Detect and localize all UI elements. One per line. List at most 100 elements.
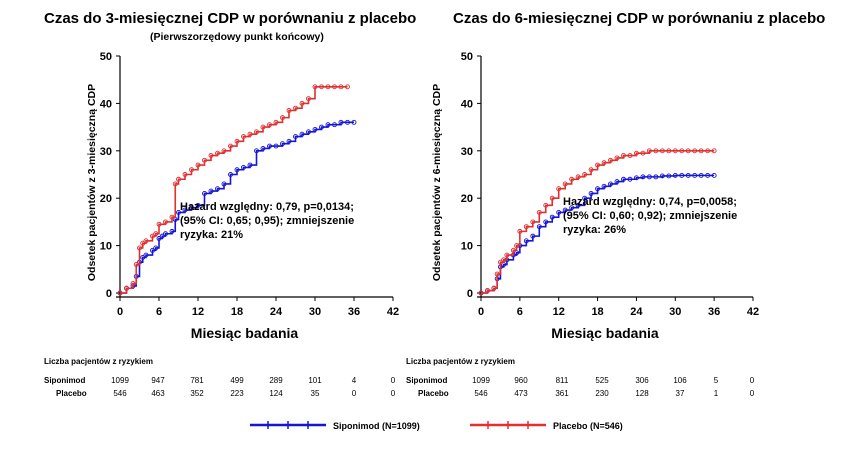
chart2-y-tick-label: 40 — [461, 98, 473, 110]
chart2-x-axis-label: Miesiąc badania — [551, 325, 659, 341]
chart1-series-siponimod-point — [169, 228, 175, 234]
chart1-series-placebo-point — [133, 262, 139, 268]
chart2-series-placebo-point — [491, 285, 497, 291]
chart2-risk-title: Liczba pacjentów z ryzykiem — [406, 357, 515, 366]
chart2-risk-cell: 811 — [555, 376, 569, 385]
chart1-series-placebo-point — [153, 231, 159, 237]
chart1-risk-cell: 4 — [351, 376, 357, 385]
chart2-series-placebo-point — [666, 148, 672, 154]
chart1-x-tick-label: 0 — [117, 306, 123, 318]
chart1-series-siponimod-point — [332, 122, 337, 128]
chart1-series-siponimod-point — [189, 205, 194, 211]
chart1-series-placebo-point — [172, 181, 178, 187]
chart1-risk-cell: 223 — [230, 389, 244, 398]
chart2-x-tick-label: 0 — [478, 306, 484, 318]
chart2-series-placebo-point — [685, 148, 691, 154]
chart2-x-tick-label: 36 — [708, 306, 720, 318]
chart2-y-tick-label: 10 — [461, 241, 473, 253]
chart1-subtitle: (Pierwszorzędowy punkt końcowy) — [150, 31, 324, 43]
chart2-risk-cell: 525 — [595, 376, 609, 385]
chart1-series-placebo-point — [299, 100, 305, 106]
chart1-series-placebo-point — [241, 134, 246, 140]
chart2-series-placebo-point — [614, 155, 620, 161]
chart1-series-placebo-point — [286, 108, 292, 113]
chart2-y-tick-label: 30 — [461, 146, 473, 158]
chart1-risk-cell: 499 — [230, 376, 244, 385]
chart2-series-siponimod-point — [679, 172, 685, 178]
chart2-series-placebo-point — [569, 176, 575, 182]
chart1-y-tick-label: 30 — [100, 146, 112, 158]
chart2-y-tick-label: 50 — [461, 51, 473, 63]
chart1-series-siponimod-point — [221, 181, 227, 187]
chart2-risk-cell: 0 — [749, 389, 755, 398]
chart1-series-placebo-point — [267, 122, 272, 128]
chart1-series-placebo-point — [338, 84, 344, 90]
chart1-y-tick-label: 40 — [100, 98, 112, 110]
chart2-series-siponimod-point — [588, 191, 594, 196]
chart1-series-placebo-point — [150, 233, 155, 239]
chart2-series-siponimod-point — [653, 174, 659, 180]
chart1-series-siponimod-point — [241, 164, 246, 170]
chart2-series-siponimod-point — [666, 173, 672, 179]
chart2-series-placebo-point — [659, 148, 665, 154]
chart2-x-tick-label: 12 — [553, 306, 565, 318]
chart2-risk-cell: 37 — [675, 389, 685, 398]
chart2-risk-cell: 5 — [713, 376, 719, 385]
chart2-series-placebo-point — [582, 172, 588, 177]
chart1-series-placebo-point — [208, 153, 214, 158]
chart2-risk-cell: 0 — [749, 376, 755, 385]
chart1-series-siponimod-point — [319, 124, 324, 130]
chart1-risk-cell: 463 — [151, 389, 165, 398]
chart1-risk-cell: 124 — [269, 389, 283, 398]
chart1-series-siponimod-point — [299, 131, 305, 137]
chart1-series-siponimod-point — [163, 231, 168, 237]
chart1-title: Czas do 3-miesięcznej CDP w porównaniu z… — [44, 10, 417, 27]
chart2-y-tick-label: 20 — [461, 193, 473, 205]
chart2-risk-cell: 128 — [635, 389, 649, 398]
chart2-y-tick-label: 0 — [467, 288, 473, 300]
chart2-series-placebo-point — [510, 247, 516, 253]
chart1-series-siponimod-point — [267, 143, 272, 149]
chart1-annotation-line: ryzyka: 21% — [180, 229, 243, 241]
chart1-series-siponimod-point — [215, 186, 220, 192]
chart2-series-siponimod-point — [698, 172, 704, 178]
chart1-series-siponimod-point — [140, 254, 146, 260]
chart1-series-placebo-point — [130, 281, 136, 286]
chart1-series-placebo-point — [156, 221, 162, 227]
chart1-x-tick-label: 6 — [156, 306, 162, 318]
chart2-series-placebo-point — [514, 243, 520, 249]
chart2-series-placebo-point — [633, 150, 639, 156]
chart1-series-placebo-point — [176, 176, 181, 182]
chart2-series-siponimod-point — [595, 186, 601, 192]
chart2-risk-cell: 361 — [555, 389, 569, 398]
chart2-series-placebo-point — [692, 148, 698, 154]
chart1-risk-cell: 289 — [269, 376, 283, 385]
chart2-risk-cell: 230 — [595, 389, 609, 398]
chart2-annotation-line: Hazard względny: 0,74, p=0,0058; — [563, 196, 737, 208]
chart1-series-placebo-point — [306, 96, 311, 102]
chart1-risk-cell: 101 — [308, 376, 322, 385]
chart2-risk-cell: 106 — [673, 376, 687, 385]
chart2-series-siponimod-point — [621, 176, 626, 182]
chart1-series-placebo-point — [273, 119, 279, 125]
chart2-series-siponimod-point — [640, 174, 646, 180]
chart2-series-placebo-point — [549, 195, 555, 201]
chart2-series-placebo-point — [621, 153, 626, 158]
legend-placebo-label: Placebo (N=546) — [553, 421, 623, 431]
chart2-series-siponimod-point — [646, 174, 652, 180]
chart1-series-placebo-point — [202, 157, 207, 163]
chart1-risk-cell: 546 — [113, 389, 127, 398]
chart2-title: Czas do 6-miesięcznej CDP w porównaniu z… — [453, 10, 826, 27]
chart2-risk-cell: 473 — [514, 389, 528, 398]
chart1-risk-label-siponimod: Siponimod — [44, 376, 86, 385]
chart1-series-placebo-point — [319, 84, 324, 90]
chart2-series-placebo-point — [608, 157, 613, 163]
chart2-series-placebo-point — [543, 202, 549, 208]
chart1-risk-cell: 35 — [310, 389, 320, 398]
chart1-series-siponimod-point — [338, 119, 344, 125]
chart1-risk-cell: 0 — [390, 376, 396, 385]
chart1-risk-cell: 352 — [190, 389, 204, 398]
chart2-series-siponimod-point — [569, 205, 575, 211]
chart1-series-siponimod-point — [306, 129, 311, 135]
chart1-plot: 0 10 20 30 40 50 0 6 12 18 24 30 36 42 Miesiąc badania… — [86, 51, 399, 341]
